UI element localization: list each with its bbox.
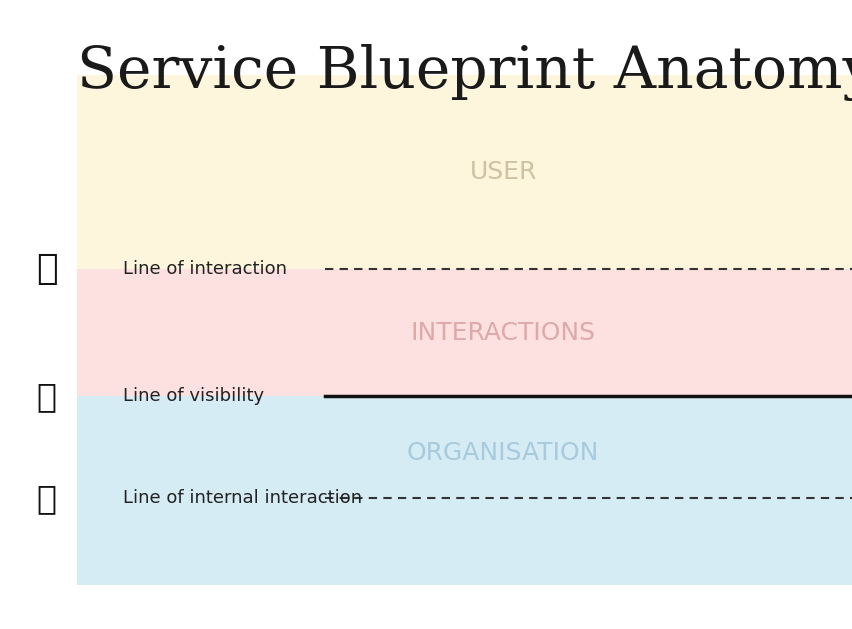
Text: USER: USER bbox=[469, 160, 537, 184]
Text: ORGANISATION: ORGANISATION bbox=[407, 440, 599, 464]
FancyBboxPatch shape bbox=[77, 269, 852, 396]
Text: INTERACTIONS: INTERACTIONS bbox=[411, 321, 596, 345]
Text: 🧠: 🧠 bbox=[37, 482, 57, 515]
FancyBboxPatch shape bbox=[77, 396, 852, 585]
Text: Line of visibility: Line of visibility bbox=[124, 387, 264, 406]
FancyBboxPatch shape bbox=[77, 75, 852, 269]
Text: Service Blueprint Anatomy: Service Blueprint Anatomy bbox=[77, 44, 852, 101]
Text: 👁: 👁 bbox=[37, 380, 57, 413]
Text: Line of internal interaction: Line of internal interaction bbox=[124, 489, 362, 508]
Text: Line of interaction: Line of interaction bbox=[124, 260, 287, 278]
Text: @MartinaMitz: @MartinaMitz bbox=[712, 606, 826, 624]
Text: ✋: ✋ bbox=[36, 252, 58, 286]
